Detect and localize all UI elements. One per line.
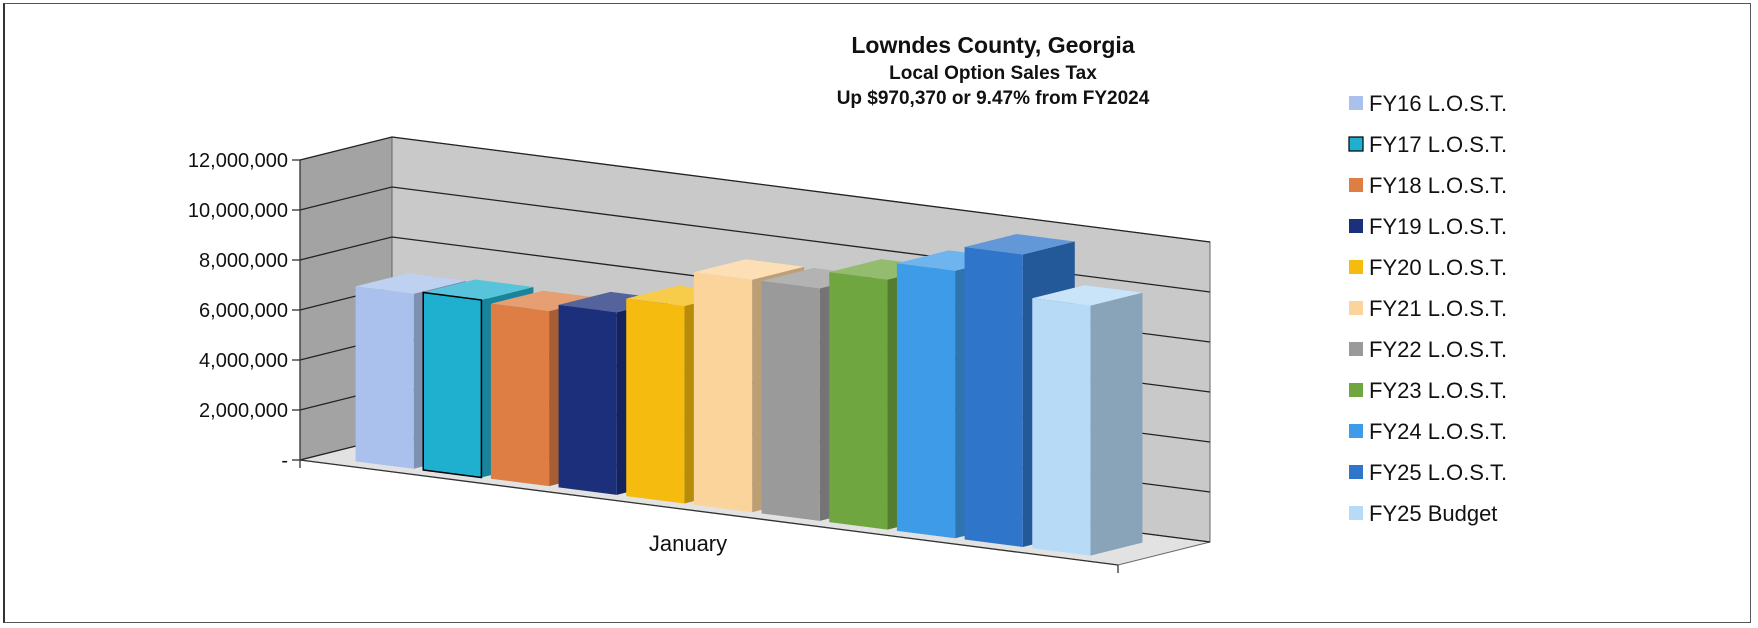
bar-front <box>558 304 617 495</box>
bar-front <box>829 272 888 530</box>
chart-bars <box>355 234 1143 556</box>
bar-top <box>964 234 1075 255</box>
legend-swatch <box>1349 383 1363 397</box>
legend-swatch <box>1349 465 1363 479</box>
y-axis-ticks: 12,000,000 10,000,000 8,000,000 6,000,000 4,… <box>188 150 300 472</box>
legend-label: FY24 L.O.S.T. <box>1369 419 1507 444</box>
y-tick-label: 4,000,000 <box>199 350 288 372</box>
bar-front <box>355 286 414 469</box>
legend-label: FY25 L.O.S.T. <box>1369 460 1507 485</box>
legend-swatch <box>1348 136 1364 152</box>
legend-swatch <box>1349 424 1363 438</box>
bar-top <box>490 290 602 312</box>
bar-top <box>423 279 534 300</box>
bar-top <box>693 259 805 280</box>
gridline <box>299 136 1211 243</box>
y-tick-label: 10,000,000 <box>188 200 288 222</box>
legend-label: FY23 L.O.S.T. <box>1369 378 1507 403</box>
bar-front <box>693 272 753 513</box>
legend-label: FY21 L.O.S.T. <box>1369 296 1507 321</box>
y-tick-label: 8,000,000 <box>199 250 288 272</box>
legend-label: FY18 L.O.S.T. <box>1369 173 1507 198</box>
chart-subtitle-2: Up $970,370 or 9.47% from FY2024 <box>837 88 1150 109</box>
bar-front <box>761 280 820 521</box>
legend-swatch <box>1349 301 1363 315</box>
chart-subtitle-1: Local Option Sales Tax <box>889 63 1097 84</box>
bar-front <box>1032 298 1091 556</box>
legend-label: FY17 L.O.S.T. <box>1369 132 1507 157</box>
legend-swatch <box>1349 96 1363 110</box>
bar-front <box>896 263 956 539</box>
y-tick-label: 12,000,000 <box>188 150 288 172</box>
legend-swatch <box>1349 342 1363 356</box>
bar-side <box>1090 292 1143 556</box>
legend-label: FY22 L.O.S.T. <box>1369 337 1507 362</box>
bar-front <box>490 303 550 487</box>
legend-swatch <box>1349 260 1363 274</box>
legend-label: FY20 L.O.S.T. <box>1369 255 1507 280</box>
bar-top <box>1032 285 1143 306</box>
bar-front <box>964 247 1023 547</box>
chart-title: Lowndes County, Georgia <box>851 32 1134 58</box>
bar-top <box>355 273 466 294</box>
chart-legend: FY16 L.O.S.T. FY17 L.O.S.T. FY18 L.O.S.T. F… <box>1348 91 1507 526</box>
legend-label: FY19 L.O.S.T. <box>1369 214 1507 239</box>
x-axis-line <box>299 459 1119 566</box>
y-tick-label: - <box>281 450 288 472</box>
legend-swatch <box>1349 506 1363 520</box>
legend-swatch <box>1349 219 1363 233</box>
y-tick-label: 6,000,000 <box>199 300 288 322</box>
y-tick-label: 2,000,000 <box>199 400 288 422</box>
x-category-label: January <box>649 531 727 556</box>
bar-front <box>626 298 685 504</box>
bar-fy25-budget <box>1032 285 1143 556</box>
legend-swatch <box>1349 178 1363 192</box>
bar-front <box>422 291 483 479</box>
legend-label: FY16 L.O.S.T. <box>1369 91 1507 116</box>
legend-label: FY25 Budget <box>1369 501 1497 526</box>
